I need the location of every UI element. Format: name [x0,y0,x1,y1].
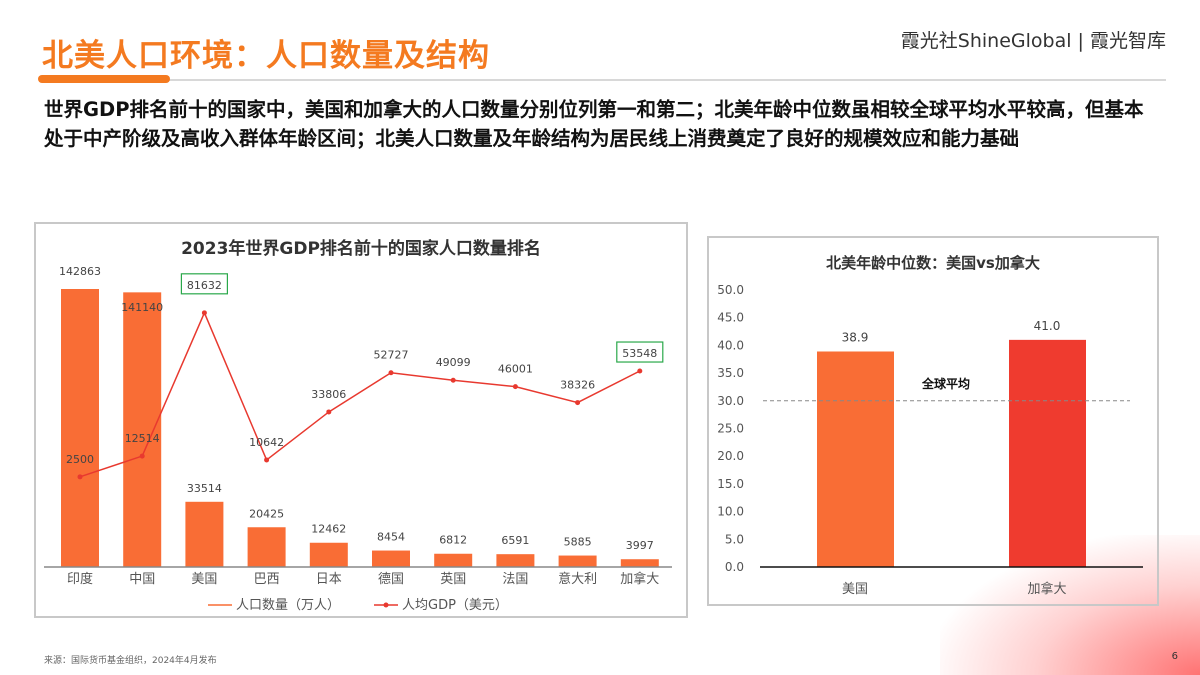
gdp-label: 38326 [560,379,595,392]
gdp-label: 2500 [66,453,94,466]
page-title: 北美人口环境：人口数量及结构 [42,38,490,74]
gdp-point [575,400,581,406]
source-note: 来源：国际货币基金组织，2024年4月发布 [44,656,217,666]
gdp-point [512,384,518,390]
category-label: 美国 [842,582,868,597]
chart-title: 北美年龄中位数：美国vs加拿大 [826,254,1040,272]
median-age-chart-panel [707,236,1159,606]
category-label: 中国 [129,572,155,587]
population-label: 5885 [564,536,592,549]
y-tick-label: 35.0 [717,366,744,380]
gdp-point [77,474,83,480]
y-tick-label: 0.0 [725,560,744,574]
median-age-bar [1009,339,1086,567]
y-tick-label: 10.0 [717,505,744,519]
gdp-point [637,368,643,374]
population-bar [558,555,597,567]
global-average-label: 全球平均 [921,376,970,391]
gdp-point [201,310,207,316]
page-number: 6 [1171,651,1178,662]
value-label: 41.0 [1034,319,1061,333]
category-label: 印度 [67,571,93,587]
highlight-box [180,273,228,295]
gdp-label: 12514 [125,432,160,445]
population-bar [620,559,659,567]
category-label: 法国 [502,572,528,587]
legend-population: 人口数量（万人） [236,598,340,613]
gdp-line [79,310,641,478]
population-bar [185,501,224,567]
title-divider [42,79,1166,81]
gdp-label: 81632 [187,279,222,292]
category-label: 加拿大 [620,571,659,587]
y-tick-label: 25.0 [717,422,744,436]
gdp-point [139,453,145,459]
population-label: 141140 [121,301,163,314]
legend-gdp: 人均GDP（美元） [402,598,508,613]
category-label: 英国 [440,572,466,587]
y-tick-label: 15.0 [717,477,744,491]
population-bar [372,550,410,567]
y-tick-label: 40.0 [717,338,744,352]
gdp-point [326,409,332,415]
population-label: 8454 [377,531,405,544]
summary-text: 世界GDP排名前十的国家中，美国和加拿大的人口数量分别位列第一和第二；北美年龄中… [44,98,1144,150]
population-label: 20425 [249,507,284,520]
population-label: 33514 [187,482,222,495]
gdp-label: 10642 [249,436,284,449]
category-label: 意大利 [558,571,597,587]
legend-gdp-marker [383,602,389,608]
population-bar [496,554,535,567]
category-label: 巴西 [254,572,280,587]
gdp-label: 33806 [311,388,346,401]
gdp-label: 53548 [622,347,657,360]
population-label: 12462 [311,523,346,536]
gdp-label: 52727 [374,349,409,362]
category-label: 美国 [191,572,217,587]
median-age-bar [817,351,894,567]
gdp-label: 46001 [498,363,533,376]
gdp-point [450,377,456,383]
population-bar [247,527,286,567]
population-label: 6812 [439,534,467,547]
value-label: 38.9 [842,330,869,344]
highlight-box [616,341,664,363]
y-tick-label: 5.0 [725,532,744,546]
gdp-point [388,370,394,376]
population-bar [123,292,162,567]
population-label: 142863 [59,265,101,278]
chart-title: 2023年世界GDP排名前十的国家人口数量排名 [181,238,541,259]
brand-logo: 霞光社ShineGlobal | 霞光智库 [900,30,1166,52]
y-tick-label: 50.0 [717,283,744,297]
population-label: 3997 [626,539,654,552]
y-tick-label: 30.0 [717,394,744,408]
population-bar [434,553,473,567]
category-label: 德国 [378,572,404,587]
y-tick-label: 20.0 [717,449,744,463]
y-tick-label: 45.0 [717,311,744,325]
population-bar [309,542,348,567]
population-label: 6591 [501,534,529,547]
gdp-label: 49099 [436,356,471,369]
category-label: 日本 [316,572,342,587]
population-bar [61,289,99,567]
category-label: 加拿大 [1027,581,1066,597]
gdp-point [264,457,270,463]
title-accent-bar [38,75,170,83]
